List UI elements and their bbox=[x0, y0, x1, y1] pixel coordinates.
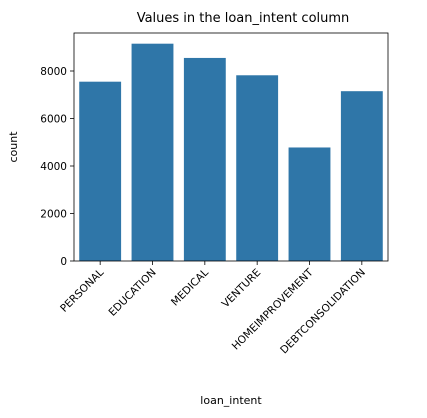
x-tick-label: DEBTCONSOLIDATION bbox=[278, 267, 368, 357]
y-tick-label: 6000 bbox=[40, 114, 67, 126]
plot-frame bbox=[73, 32, 389, 262]
bars-group bbox=[79, 43, 383, 262]
x-axis: PERSONAL EDUCATION MEDICAL VENTUREHOMEIMPRO… bbox=[58, 261, 368, 356]
y-tick-label: 0 bbox=[60, 256, 67, 268]
bar-debtconsolidation bbox=[340, 91, 383, 261]
x-tick-label: PERSONAL bbox=[58, 267, 106, 315]
y-tick-label: 2000 bbox=[40, 209, 67, 221]
chart-title: Values in the loan_intent column bbox=[137, 11, 350, 26]
bar-personal bbox=[79, 81, 122, 261]
y-tick-label: 8000 bbox=[40, 66, 67, 78]
bar-homeimprovement bbox=[288, 147, 331, 261]
bar-medical bbox=[183, 57, 226, 261]
y-tick-label: 4000 bbox=[40, 161, 67, 173]
bar-education bbox=[131, 43, 174, 261]
x-tick-label: EDUCATION bbox=[106, 267, 158, 319]
y-axis-label: count bbox=[7, 131, 20, 163]
x-tick-label: MEDICAL bbox=[169, 267, 211, 309]
x-tick-label: VENTURE bbox=[220, 267, 264, 311]
bar-venture bbox=[236, 75, 279, 262]
x-axis-label: loan_intent bbox=[200, 394, 262, 407]
y-axis: 0 2000 4000 6000 8000 bbox=[40, 66, 74, 268]
